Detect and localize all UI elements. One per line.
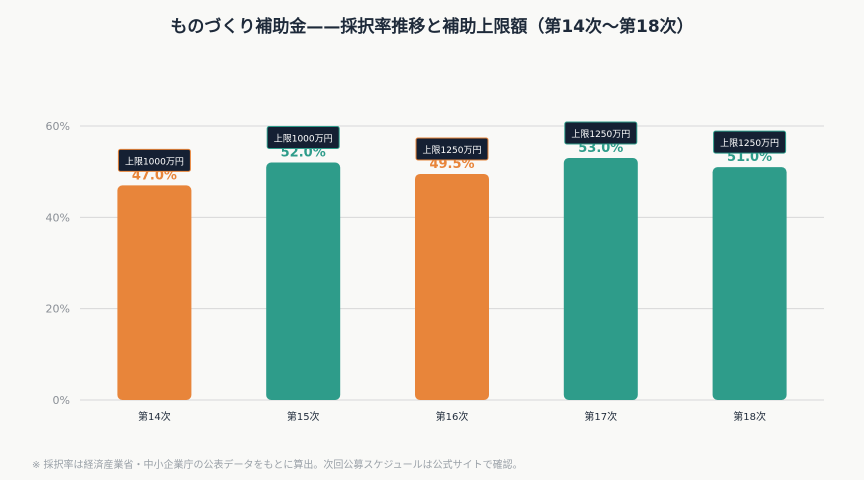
value-label: 49.5% (429, 157, 474, 172)
value-label: 52.0% (281, 146, 326, 161)
callout-label: 上限1250万円 (720, 138, 779, 149)
bar (415, 173, 489, 400)
chart-title: ものづくり補助金——採択率推移と補助上限額（第14次〜第18次） (170, 17, 694, 37)
footnote: ※ 採択率は経済産業省・中小企業庁の公表データをもとに算出。次回公募スケジュール… (32, 460, 523, 471)
bar (563, 157, 638, 400)
category-label: 第15次 (287, 410, 320, 423)
callout-label: 上限1000万円 (125, 156, 184, 167)
callout-box (713, 130, 787, 154)
category-label: 第14次 (138, 410, 171, 423)
callout-box (415, 137, 489, 161)
y-tick-label: 60% (46, 120, 70, 133)
bar (266, 162, 341, 400)
callout-box (564, 121, 638, 145)
callout-label: 上限1250万円 (571, 129, 630, 140)
category-label: 第17次 (584, 410, 617, 423)
value-label: 47.0% (132, 168, 177, 183)
value-label: 51.0% (727, 150, 772, 165)
callout-label: 上限1000万円 (274, 134, 333, 145)
category-label: 第16次 (436, 410, 469, 423)
y-tick-label: 40% (46, 211, 70, 224)
bar (712, 167, 787, 400)
value-label: 53.0% (578, 141, 623, 156)
category-label: 第18次 (733, 410, 766, 423)
bar (117, 185, 192, 400)
callout-label: 上限1250万円 (423, 145, 482, 156)
y-tick-label: 0% (53, 394, 70, 407)
callout-box (266, 126, 340, 150)
callout-box (117, 148, 191, 172)
y-tick-label: 20% (46, 303, 70, 316)
